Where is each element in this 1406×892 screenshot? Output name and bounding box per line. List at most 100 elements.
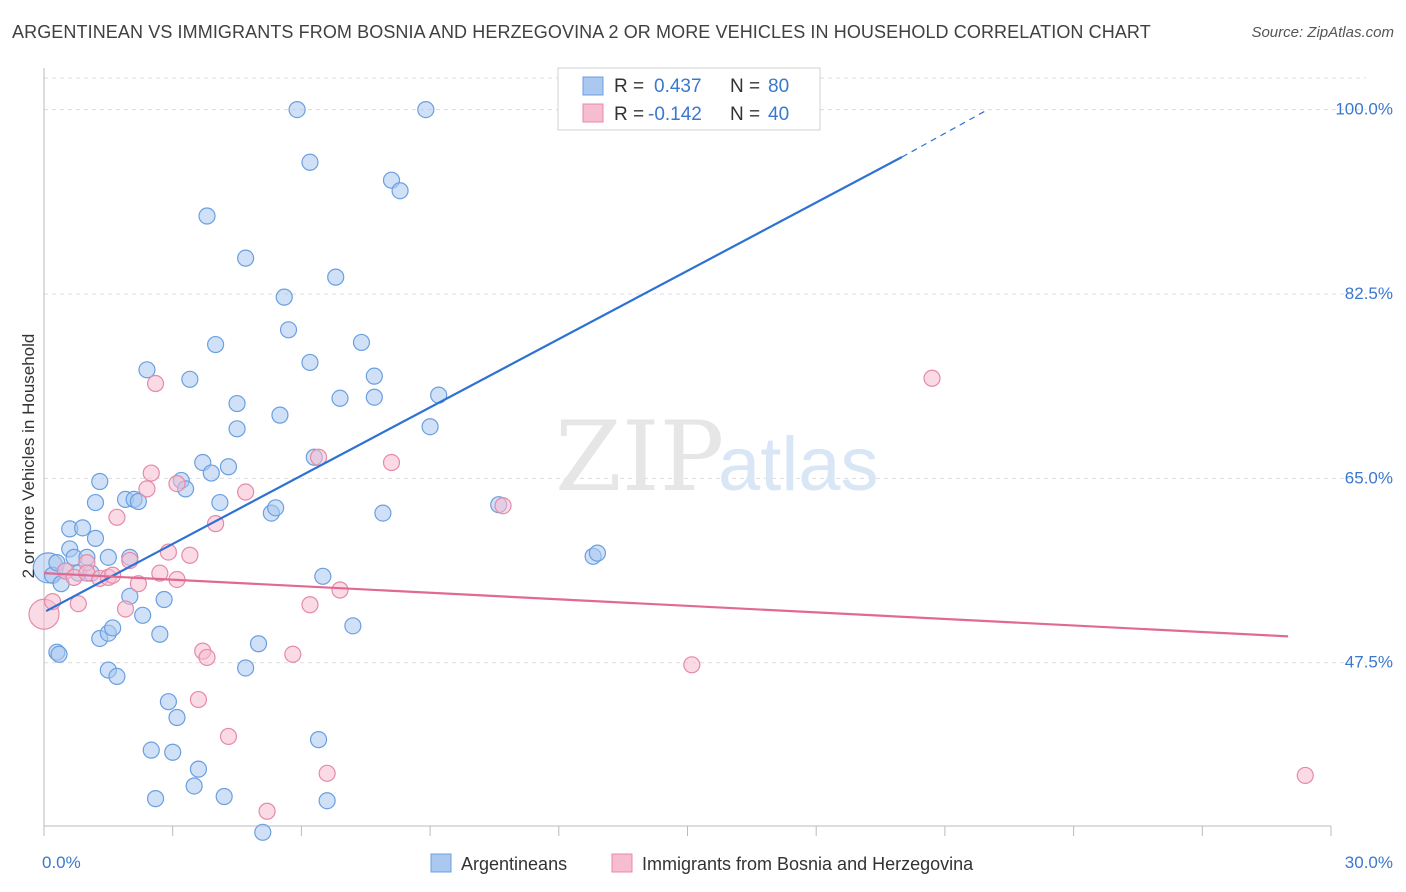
argentinean-point [211, 493, 229, 512]
argentinean-trendline [45, 156, 903, 613]
bosnia-point [151, 564, 169, 582]
argentinean-point [228, 394, 246, 413]
argentinean-point [146, 790, 165, 808]
bosnia-point [683, 656, 701, 674]
argentinean-point [421, 418, 439, 436]
argentinean-point [86, 529, 105, 547]
argentinean-point [134, 606, 152, 624]
argentinean-point [164, 743, 182, 761]
argentinean-point [279, 321, 298, 339]
argentinean-point [86, 493, 105, 512]
argentinean-point [267, 499, 285, 517]
argentinean-point [314, 567, 332, 585]
chart-title: ARGENTINEAN VS IMMIGRANTS FROM BOSNIA AN… [12, 22, 1151, 42]
bosnia-point [301, 596, 319, 614]
chart-source: Source: ZipAtlas.com [1251, 24, 1394, 41]
argentinean-point [344, 617, 362, 635]
y-tick-label: 82.5% [1345, 284, 1393, 303]
argentinean-point [155, 590, 173, 609]
trend-layer [43, 109, 1289, 638]
legend-r-value-2: -0.142 [648, 104, 702, 125]
argentinean-point [237, 659, 255, 677]
bosnia-point [189, 690, 208, 709]
bosnia-point [129, 575, 147, 593]
argentinean-point [588, 544, 607, 562]
y-tick-label: 65.0% [1345, 468, 1393, 487]
legend-r-label-1: R = [614, 76, 644, 97]
argentinean-point [142, 741, 160, 759]
bosnia-point [237, 483, 255, 501]
bosnia-point [494, 497, 512, 515]
bosnia-point [142, 464, 160, 482]
argentinean-point [275, 288, 293, 306]
argentinean-point [50, 645, 68, 663]
argentinean-point [237, 249, 255, 267]
legend-label-argentineans: Argentineans [461, 854, 567, 874]
stats-legend: R = 0.437 N = 80 R = -0.142 N = 40 [557, 67, 821, 131]
argentinean-point [365, 367, 383, 385]
argentinean-point [189, 760, 208, 778]
argentinean-point [99, 548, 117, 566]
bosnia-point [331, 581, 349, 599]
argentinean-point [318, 792, 336, 810]
legend-n-label-1: N = [730, 76, 760, 97]
argentinean-point [159, 693, 178, 711]
argentinean-point [254, 823, 272, 841]
legend-swatch-blue [582, 76, 604, 96]
argentinean-point [181, 370, 199, 388]
bosnia-point [1296, 766, 1314, 785]
y-axis-label: 2 or more Vehicles in Household [19, 334, 38, 579]
bosnia-point [923, 369, 941, 387]
argentinean-point [352, 333, 371, 352]
argentinean-trendline-extension [901, 109, 989, 158]
bosnia-point [219, 727, 238, 746]
x-tick-label-end: 30.0% [1345, 853, 1393, 872]
bosnia-point [382, 453, 401, 472]
bosnia-point [116, 600, 135, 618]
bosnia-point [69, 595, 87, 613]
argentinean-point [374, 504, 392, 522]
bosnia-point [146, 374, 165, 393]
bosnia-point [284, 645, 302, 663]
argentinean-point [331, 389, 349, 407]
watermark-zip: ZIP [555, 401, 724, 513]
legend-r-value-1: 0.437 [654, 76, 702, 97]
bosnia-point [168, 475, 186, 493]
argentinean-point [185, 777, 203, 795]
argentinean-point [249, 635, 268, 653]
bosnia-point [258, 802, 276, 820]
argentinean-point [309, 731, 328, 749]
series-legend: Argentineans Immigrants from Bosnia and … [430, 853, 974, 874]
argentinean-point [327, 268, 345, 286]
bosnia-point [318, 764, 336, 782]
argentinean-point [301, 353, 319, 372]
y-tick-label: 100.0% [1335, 100, 1393, 119]
argentinean-point [365, 388, 383, 406]
legend-swatch-bosnia [611, 853, 633, 873]
argentinean-point [219, 458, 238, 476]
argentinean-point [228, 420, 246, 438]
argentinean-point [198, 207, 216, 225]
bosnia-trendline [43, 572, 1289, 638]
bosnia-point [181, 546, 199, 564]
legend-r-label-2: R = [614, 104, 644, 125]
argentinean-point [129, 492, 147, 511]
x-tick-label-start: 0.0% [42, 853, 81, 872]
argentinean-point [91, 472, 109, 491]
argentinean-point [271, 406, 289, 424]
argentinean-point [151, 625, 169, 643]
bosnia-point [108, 508, 126, 526]
legend-label-bosnia: Immigrants from Bosnia and Herzegovina [642, 854, 974, 874]
legend-n-label-2: N = [730, 104, 760, 125]
argentinean-point [168, 708, 186, 727]
argentinean-point [391, 182, 409, 200]
grid-layer [44, 77, 1366, 664]
legend-n-value-2: 40 [768, 104, 789, 125]
bosnia-point [198, 648, 216, 667]
argentinean-point [207, 335, 225, 354]
argentinean-point [108, 667, 126, 686]
argentinean-point [301, 153, 319, 171]
y-tick-label: 47.5% [1345, 653, 1393, 672]
argentinean-point [74, 519, 92, 537]
